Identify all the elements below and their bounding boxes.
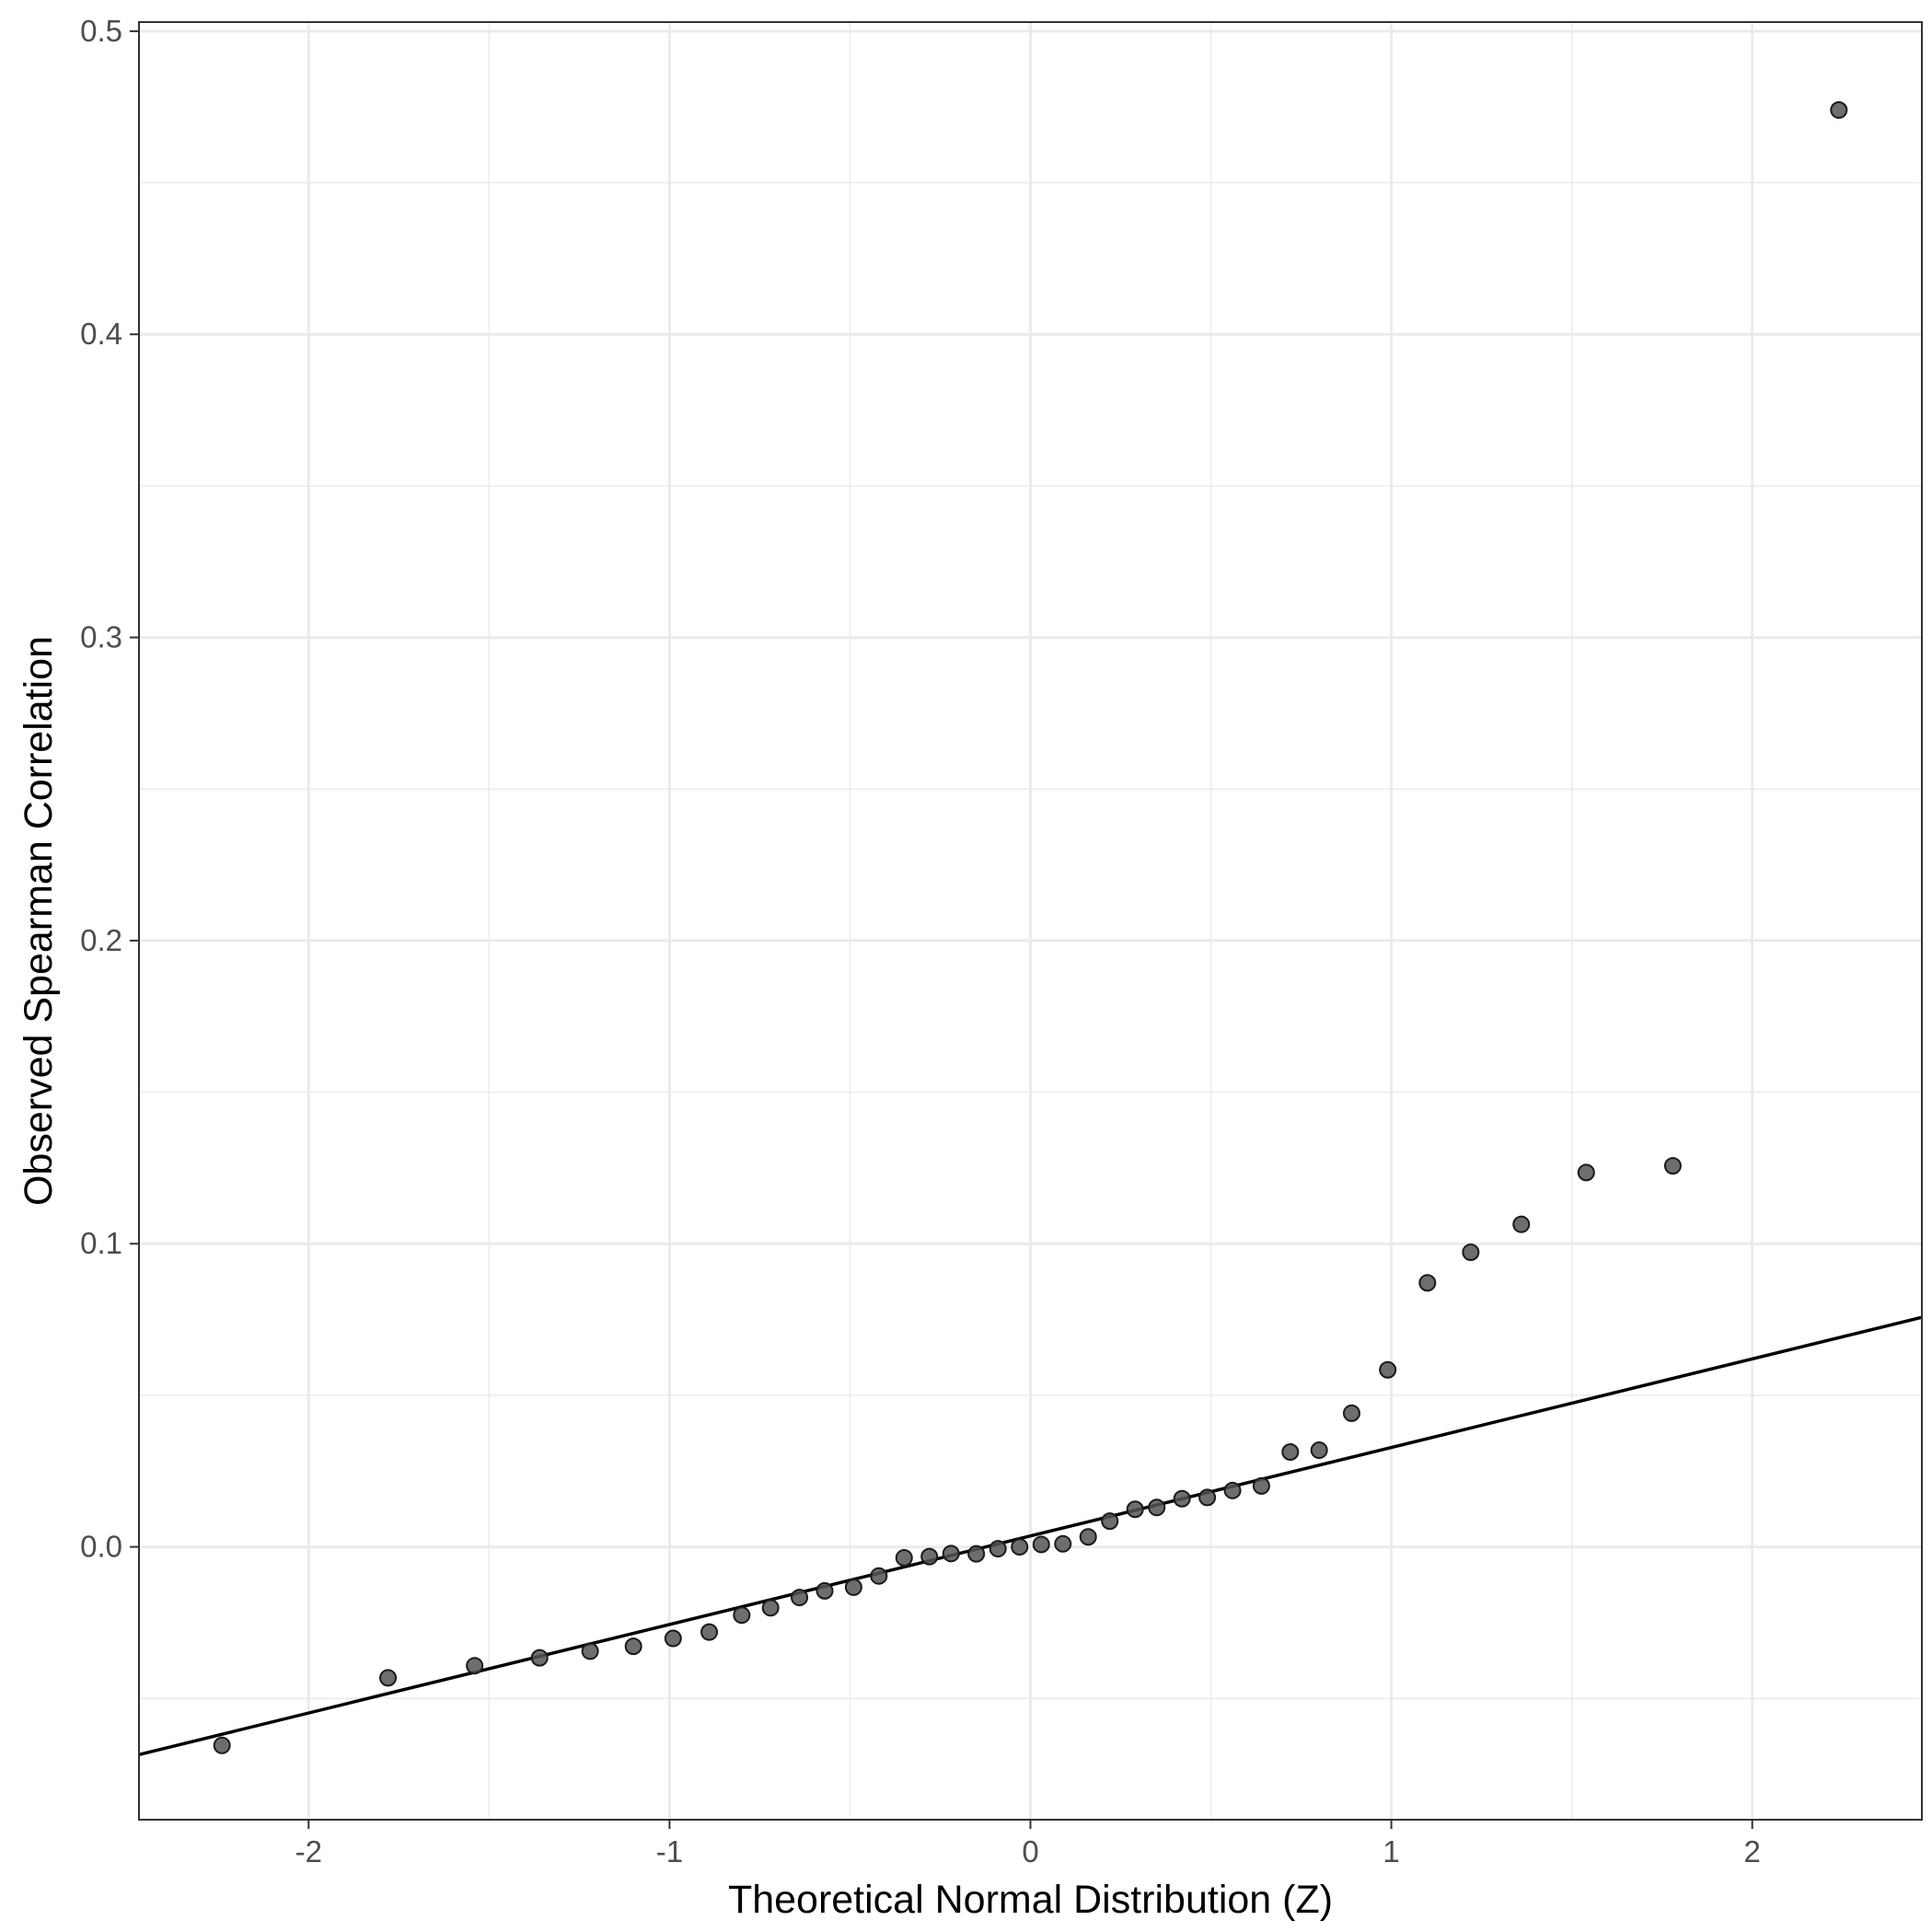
data-point	[1830, 101, 1848, 120]
data-point	[581, 1642, 599, 1660]
y-tick-label: 0.5	[80, 14, 122, 48]
data-point	[920, 1547, 939, 1566]
y-tick-label: 0.0	[80, 1530, 122, 1564]
y-tick-label: 0.4	[80, 317, 122, 351]
data-point	[989, 1540, 1007, 1558]
data-point	[1252, 1476, 1270, 1495]
data-point	[761, 1599, 780, 1617]
data-point	[1198, 1488, 1217, 1507]
grid-lines	[139, 22, 1922, 1820]
data-point	[1512, 1215, 1531, 1233]
y-tick-label: 0.1	[80, 1226, 122, 1260]
y-tick-label: 0.2	[80, 923, 122, 957]
data-point	[870, 1567, 888, 1585]
data-points	[213, 101, 1848, 1754]
data-point	[530, 1649, 549, 1667]
data-point	[1079, 1528, 1097, 1546]
data-point	[1462, 1243, 1480, 1261]
data-point	[967, 1544, 986, 1563]
data-point	[379, 1669, 398, 1687]
data-point	[1418, 1274, 1437, 1292]
x-tick-label: -1	[656, 1834, 683, 1868]
data-point	[700, 1623, 719, 1641]
data-point	[1342, 1404, 1360, 1422]
data-point	[1223, 1481, 1242, 1499]
qq-reference-line	[138, 1315, 1923, 1756]
data-point	[1032, 1535, 1050, 1554]
data-point	[1054, 1534, 1072, 1553]
data-point	[844, 1578, 862, 1596]
x-tick-label: 2	[1744, 1834, 1761, 1868]
data-point	[791, 1589, 809, 1607]
data-point	[1379, 1360, 1397, 1379]
axes: -2 -1 0 1 2 0.0 0.1 0.2 0.3 0.4 0.5	[80, 14, 1761, 1868]
reference-line-layer	[138, 1315, 1923, 1756]
data-point	[942, 1544, 960, 1563]
x-axis-title: Theoretical Normal Distribution (Z)	[728, 1878, 1333, 1922]
x-tick-label: 1	[1382, 1834, 1399, 1868]
y-axis-title: Observed Spearman Correlation	[17, 636, 61, 1206]
data-point	[466, 1657, 484, 1675]
y-tick-label: 0.3	[80, 620, 122, 654]
data-point	[1126, 1500, 1144, 1519]
data-point	[895, 1548, 913, 1567]
data-point	[624, 1637, 642, 1656]
data-point	[664, 1629, 682, 1648]
data-point	[1663, 1157, 1682, 1175]
data-point	[1281, 1443, 1300, 1462]
data-point	[213, 1736, 231, 1754]
data-point	[1173, 1489, 1191, 1508]
data-point	[1310, 1441, 1328, 1460]
x-tick-label: 0	[1022, 1834, 1038, 1868]
data-point	[1101, 1512, 1119, 1531]
data-point	[733, 1606, 751, 1625]
data-point	[1011, 1538, 1029, 1556]
x-tick-label: -2	[295, 1834, 322, 1868]
data-point	[1148, 1498, 1166, 1517]
data-point	[1577, 1163, 1595, 1182]
data-point	[816, 1581, 834, 1600]
